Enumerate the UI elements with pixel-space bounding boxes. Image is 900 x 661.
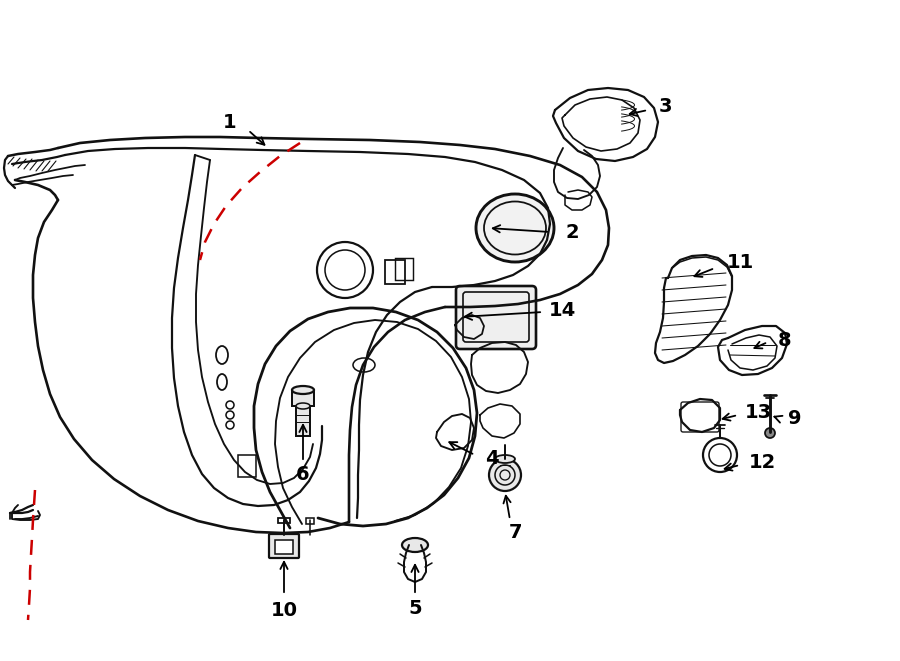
Text: 10: 10	[271, 600, 298, 619]
Text: 1: 1	[223, 112, 237, 132]
Bar	[296, 406, 310, 436]
Circle shape	[765, 428, 775, 438]
Text: 7: 7	[508, 524, 522, 543]
Bar	[238, 455, 256, 477]
Bar	[306, 518, 314, 524]
Bar	[292, 390, 314, 406]
FancyBboxPatch shape	[269, 534, 299, 558]
Text: 2: 2	[565, 223, 579, 241]
Ellipse shape	[476, 194, 554, 262]
FancyBboxPatch shape	[456, 286, 536, 349]
Ellipse shape	[292, 386, 314, 394]
Text: 11: 11	[726, 253, 753, 272]
Ellipse shape	[402, 538, 428, 552]
Text: 6: 6	[296, 465, 310, 485]
Ellipse shape	[495, 455, 515, 463]
Text: 5: 5	[409, 598, 422, 617]
Text: 8: 8	[778, 330, 792, 350]
Text: 9: 9	[788, 408, 802, 428]
Text: 3: 3	[658, 98, 671, 116]
Text: 13: 13	[744, 403, 771, 422]
Circle shape	[489, 459, 521, 491]
Circle shape	[495, 465, 515, 485]
Text: 4: 4	[485, 449, 499, 467]
Bar	[278, 518, 290, 523]
Bar	[395, 258, 413, 280]
Ellipse shape	[484, 202, 546, 254]
Text: 14: 14	[548, 301, 576, 319]
Ellipse shape	[296, 403, 310, 409]
Text: 12: 12	[749, 453, 776, 471]
FancyBboxPatch shape	[463, 292, 529, 342]
Bar	[385, 260, 405, 284]
Bar	[275, 540, 293, 554]
